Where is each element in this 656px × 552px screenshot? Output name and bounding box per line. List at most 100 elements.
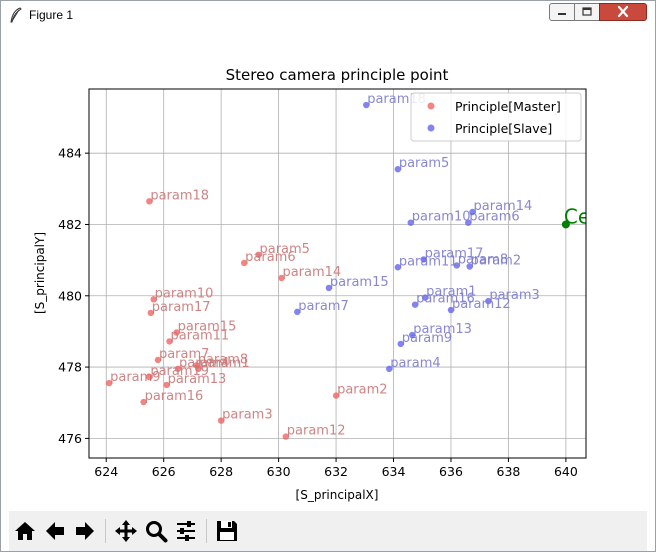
y-tick-label: 476 (58, 431, 82, 446)
slave-point-param3 (485, 297, 492, 305)
slave-point-label: param14 (474, 199, 533, 214)
toolbar-separator (206, 519, 207, 543)
slave-point-param4 (386, 365, 393, 373)
master-point-param16 (140, 398, 147, 406)
slave-point-label: param10 (412, 210, 471, 225)
master-point-label: param10 (155, 286, 214, 301)
master-point-label: param9 (110, 370, 160, 385)
slave-point-label: param2 (471, 254, 521, 269)
legend: Principle[Master] Principle[Slave] (410, 92, 582, 142)
maximize-button[interactable] (574, 3, 600, 21)
master-point-param10 (150, 296, 157, 303)
slave-point-param17 (420, 256, 427, 263)
legend-label-master: Principle[Master] (455, 99, 561, 114)
arrow-right-icon (76, 522, 94, 540)
master-point-label: param12 (287, 424, 346, 439)
master-point-param4 (174, 365, 182, 373)
x-tick-label: 632 (324, 464, 348, 479)
master-point-label: param8 (198, 352, 248, 367)
slave-point-label: param7 (298, 299, 348, 314)
x-tick-label: 626 (152, 464, 176, 479)
slave-point-label: param17 (425, 246, 484, 261)
zoom-button[interactable] (142, 517, 170, 545)
legend-box (410, 92, 582, 142)
master-point-param13 (163, 381, 170, 389)
slave-point-param9 (397, 340, 404, 348)
master-point-param18 (146, 198, 153, 205)
y-axis-label: [S_principalY] (33, 232, 47, 314)
y-tick-label: 484 (58, 146, 82, 161)
slave-point-label: param12 (452, 297, 511, 312)
x-tick-label: 640 (554, 464, 578, 479)
navigation-toolbar (9, 511, 647, 551)
close-icon (617, 5, 629, 18)
window-title: Figure 1 (29, 8, 74, 22)
slave-point-param14 (469, 208, 476, 216)
y-tick-label: 480 (58, 288, 82, 303)
legend-marker-slave (427, 124, 435, 132)
slave-point-label: param5 (399, 156, 449, 171)
slave-point-param7 (294, 308, 301, 316)
plot-frame (88, 88, 587, 459)
master-point-param9 (105, 379, 113, 387)
slave-point-param8 (453, 262, 460, 269)
slave-point-param18 (363, 101, 370, 109)
slave-point-label: param3 (489, 288, 539, 303)
slave-point-param12 (447, 306, 455, 314)
master-point-label: param5 (259, 242, 309, 257)
master-point-label: param18 (150, 188, 209, 203)
master-point-label: param16 (145, 389, 204, 404)
x-tick-label: 636 (439, 464, 463, 479)
y-tick-label: 482 (58, 217, 82, 232)
master-point-param11 (166, 338, 173, 345)
title-bar[interactable]: Figure 1 (1, 1, 655, 31)
save-button[interactable] (213, 517, 241, 545)
slave-point-param10 (407, 219, 414, 226)
pan-button[interactable] (112, 517, 140, 545)
slave-point-param13 (408, 331, 416, 339)
zoom-icon (146, 521, 168, 543)
master-point-param2 (332, 392, 340, 399)
master-point-param8 (193, 362, 200, 369)
move-icon (115, 520, 137, 542)
minimize-button[interactable] (549, 3, 575, 21)
master-point-label: param7 (159, 347, 209, 362)
master-point-param3 (217, 417, 225, 424)
master-point-param6 (240, 259, 248, 267)
x-tick-label: 628 (209, 464, 233, 479)
back-button[interactable] (41, 517, 69, 545)
forward-button[interactable] (71, 517, 99, 545)
x-tick-label: 634 (382, 464, 406, 479)
home-button[interactable] (11, 517, 39, 545)
slave-point-label: param13 (413, 322, 472, 337)
master-point-label: param6 (245, 250, 295, 265)
y-tick-label: 478 (58, 360, 82, 375)
slave-point-label: param4 (390, 356, 440, 371)
center-point-label: CenterPoint (564, 204, 647, 228)
slave-point-label: param16 (416, 292, 475, 307)
slave-point-param5 (394, 166, 402, 173)
arrow-left-icon (46, 522, 64, 540)
figure-canvas[interactable]: Stereo camera principle point param1 para… (9, 31, 647, 511)
slave-point-label: param6 (469, 210, 519, 225)
legend-label-slave: Principle[Slave] (455, 121, 552, 136)
home-icon (15, 522, 35, 540)
x-tick-label: 638 (497, 464, 521, 479)
master-point-label: param15 (178, 320, 237, 335)
master-point-param19 (146, 373, 153, 381)
minimize-icon (558, 13, 566, 15)
slave-point-param1 (421, 294, 429, 301)
configure-subplots-button[interactable] (172, 517, 200, 545)
master-point-label: param13 (168, 372, 227, 387)
slave-point-label: param11 (399, 254, 458, 269)
master-point-label: param4 (179, 356, 229, 371)
center-point (561, 220, 570, 229)
master-point-label: param17 (152, 300, 211, 315)
master-point-label: param1 (199, 356, 249, 371)
slave-point-param2 (466, 263, 473, 270)
save-icon (217, 521, 237, 541)
close-button[interactable] (599, 3, 647, 21)
maximize-icon (582, 7, 592, 16)
master-point-label: param19 (150, 364, 209, 379)
